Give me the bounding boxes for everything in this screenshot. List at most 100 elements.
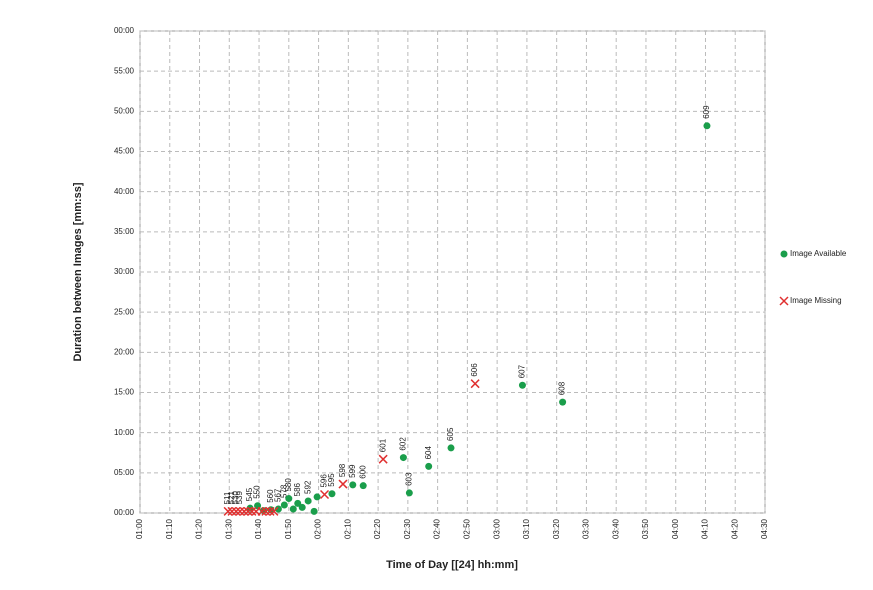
data-label: 603 — [404, 472, 413, 486]
point — [359, 482, 367, 490]
y-tick-label: 00:00 — [114, 26, 135, 35]
legend-label: Image Available — [790, 249, 847, 258]
x-tick-label: 03:20 — [552, 518, 561, 539]
point — [223, 506, 233, 516]
point — [246, 504, 254, 512]
data-label: 609 — [702, 105, 711, 119]
point — [289, 505, 297, 513]
x-tick-label: 03:00 — [492, 518, 501, 539]
point — [447, 444, 455, 452]
y-tick-label: 40:00 — [114, 187, 135, 196]
x-tick-label: 01:50 — [284, 518, 293, 539]
y-tick-label: 45:00 — [114, 147, 135, 156]
data-label: 607 — [518, 364, 527, 378]
point — [703, 122, 711, 130]
data-label: 606 — [470, 363, 479, 377]
point — [338, 479, 348, 489]
x-tick-label: 04:10 — [701, 518, 710, 539]
x-tick-label: 03:10 — [522, 518, 531, 539]
y-tick-label: 30:00 — [114, 267, 135, 276]
data-label: 560 — [266, 489, 275, 503]
point — [405, 489, 413, 497]
point — [231, 506, 241, 516]
point — [265, 506, 275, 516]
y-axis-title: Duration between Images [mm:ss] — [72, 182, 84, 361]
data-label: 598 — [338, 463, 347, 477]
y-tick-label: 15:00 — [114, 388, 135, 397]
point — [239, 506, 249, 516]
point — [269, 506, 279, 516]
legend-marker — [779, 296, 789, 306]
x-tick-label: 01:00 — [135, 518, 144, 539]
point — [378, 454, 388, 464]
y-tick-label: 10:00 — [114, 428, 135, 437]
data-label: 600 — [358, 465, 367, 479]
data-label: 604 — [424, 446, 433, 460]
legend-marker — [780, 250, 788, 258]
data-label: 539 — [235, 490, 244, 504]
y-tick-label: 55:00 — [114, 66, 135, 75]
point — [319, 489, 330, 500]
x-axis-title: Time of Day [[24] hh:mm] — [386, 559, 518, 571]
data-label: 580 — [284, 478, 293, 492]
x-tick-label: 02:10 — [343, 518, 352, 539]
point — [257, 506, 267, 516]
data-label: 605 — [446, 427, 455, 441]
data-label: 608 — [558, 381, 567, 395]
point — [425, 462, 433, 470]
point — [470, 379, 480, 389]
data-label: 602 — [399, 437, 408, 451]
data-label: 578 — [279, 484, 288, 498]
data-label: 545 — [245, 487, 254, 501]
x-tick-label: 02:50 — [462, 518, 471, 539]
point — [328, 490, 336, 498]
data-label: 530 — [231, 490, 240, 504]
point — [243, 506, 253, 516]
data-label: 567 — [274, 488, 283, 502]
x-tick-label: 02:40 — [433, 518, 442, 539]
x-tick-label: 04:30 — [760, 518, 769, 539]
y-tick-label: 25:00 — [114, 307, 135, 316]
x-tick-label: 02:00 — [314, 518, 323, 539]
y-tick-label: 05:00 — [114, 468, 135, 477]
point — [247, 506, 257, 516]
x-tick-label: 01:40 — [254, 518, 263, 539]
x-tick-label: 03:30 — [582, 518, 591, 539]
point — [313, 493, 321, 501]
point — [304, 497, 312, 505]
x-tick-label: 01:20 — [195, 518, 204, 539]
data-label: 586 — [293, 482, 302, 496]
point — [280, 501, 288, 509]
x-tick-label: 04:20 — [730, 518, 739, 539]
x-tick-label: 02:30 — [403, 518, 412, 539]
point — [298, 503, 306, 511]
x-tick-label: 04:00 — [671, 518, 680, 539]
x-tick-label: 03:50 — [641, 518, 650, 539]
y-tick-label: 00:00 — [114, 508, 135, 517]
point — [349, 481, 357, 489]
point — [518, 381, 526, 389]
data-label: 601 — [378, 438, 387, 452]
point — [399, 454, 407, 462]
point — [274, 505, 282, 513]
legend-label: Image Missing — [790, 296, 842, 305]
point — [310, 507, 318, 515]
point — [294, 499, 302, 507]
point — [559, 398, 567, 406]
y-tick-label: 20:00 — [114, 347, 135, 356]
data-label: 599 — [348, 464, 357, 478]
data-label: 550 — [253, 485, 262, 499]
data-label: 596 — [320, 474, 329, 488]
data-label: 521 — [227, 490, 236, 504]
x-tick-label: 02:20 — [373, 518, 382, 539]
point — [285, 495, 293, 503]
data-label: 595 — [327, 473, 336, 487]
point — [235, 506, 245, 516]
x-tick-label: 01:30 — [224, 518, 233, 539]
data-label: 592 — [303, 480, 312, 494]
data-label: 511 — [223, 491, 232, 504]
y-tick-label: 35:00 — [114, 227, 135, 236]
x-tick-label: 01:10 — [165, 518, 174, 539]
